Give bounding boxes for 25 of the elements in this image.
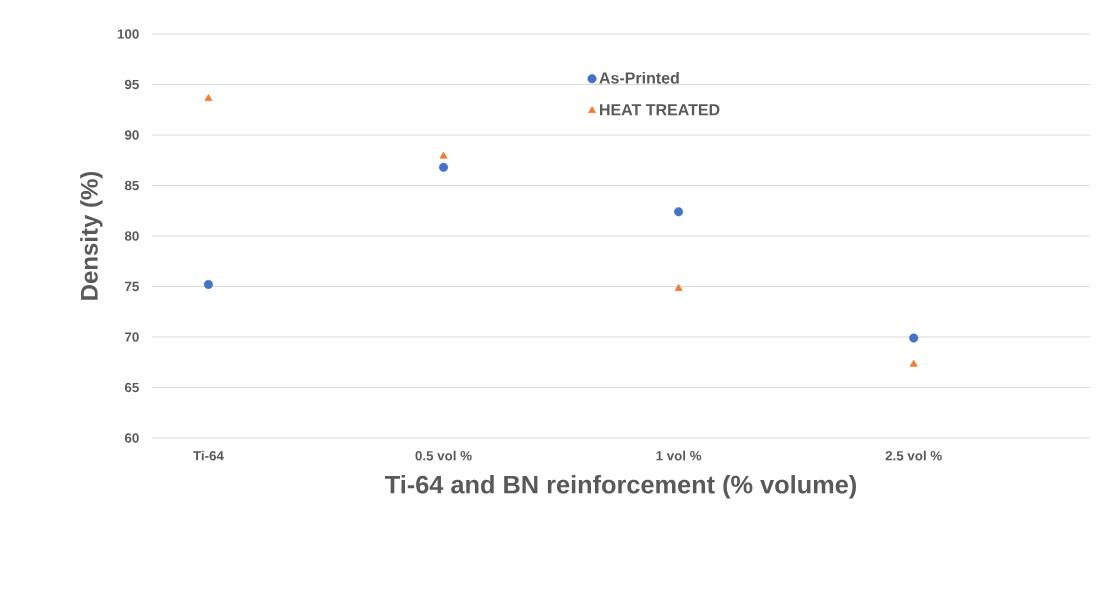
point xyxy=(674,283,683,291)
x-tick-label: Ti-64 xyxy=(193,450,224,461)
x-tick-label: 0.5 vol % xyxy=(415,450,472,461)
y-tick-label: 90 xyxy=(124,130,139,140)
x-tick-label: 2.5 vol % xyxy=(885,450,942,461)
point xyxy=(438,162,449,172)
y-tick-label: 85 xyxy=(124,180,139,191)
point xyxy=(204,94,213,102)
y-tick-label: 80 xyxy=(124,231,139,241)
point xyxy=(909,359,918,367)
point xyxy=(439,151,448,159)
point xyxy=(909,333,919,343)
legend-label: HEAT TREATED xyxy=(600,104,720,116)
point xyxy=(674,207,684,217)
x-axis-title: Ti-64 and BN reinforcement (% volume) xyxy=(385,474,856,499)
y-tick-label: 75 xyxy=(125,281,139,292)
y-tick-label: 100 xyxy=(117,29,139,39)
x-tick-label: 1 vol % xyxy=(656,450,702,461)
y-tick-label: 95 xyxy=(124,79,139,90)
point xyxy=(203,279,213,289)
legend-label: As-Printed xyxy=(599,71,679,84)
y-tick-label: 60 xyxy=(124,433,139,443)
y-tick-label: 70 xyxy=(125,332,139,342)
y-tick-label: 65 xyxy=(124,382,139,393)
y-axis-title: Density (%) xyxy=(80,171,103,300)
